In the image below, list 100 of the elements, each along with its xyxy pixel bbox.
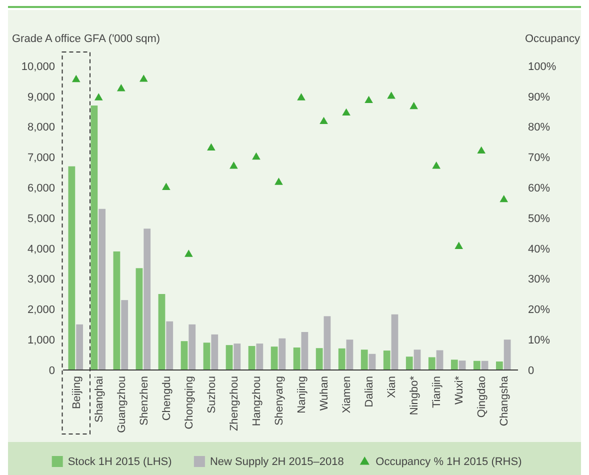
bar bbox=[496, 361, 503, 370]
bar bbox=[180, 341, 188, 370]
bar bbox=[338, 348, 346, 370]
point bbox=[274, 178, 283, 185]
legend-label: Occupancy % 1H 2015 (RHS) bbox=[376, 456, 522, 468]
bar bbox=[301, 332, 308, 370]
point bbox=[162, 182, 170, 190]
bar bbox=[436, 350, 444, 370]
point bbox=[454, 242, 464, 249]
bar bbox=[316, 348, 323, 370]
bar bbox=[391, 314, 398, 370]
x-tick-label: Shanghai bbox=[93, 376, 106, 422]
x-tick-label: Hangzhou bbox=[251, 376, 264, 426]
y2-tick-label: 20% bbox=[528, 304, 550, 316]
point bbox=[410, 102, 418, 110]
bar bbox=[203, 342, 210, 370]
point bbox=[252, 152, 260, 160]
x-tick-label: Nanjing bbox=[296, 376, 308, 414]
y-tick-label: 0 bbox=[48, 364, 55, 377]
bar bbox=[450, 360, 458, 370]
y-axis-title: Grade A office GFA ('000 sqm) bbox=[12, 33, 160, 45]
y-tick-label: 7,000 bbox=[27, 152, 55, 164]
y-tick-label: 3,000 bbox=[27, 274, 55, 286]
bar bbox=[270, 346, 278, 370]
bar bbox=[278, 338, 286, 370]
x-tick-label: Dalian bbox=[364, 376, 376, 408]
bar bbox=[188, 324, 196, 370]
bar bbox=[144, 228, 151, 370]
bar bbox=[113, 251, 120, 370]
x-tick-label: Shenzhen bbox=[138, 376, 151, 426]
x-tick-label: Guangzhou bbox=[116, 376, 128, 433]
x-tick-label: Chongqing bbox=[184, 376, 196, 430]
y2-tick-label: 80% bbox=[528, 122, 550, 134]
x-tick-label: Zhengzhou bbox=[228, 376, 241, 432]
point bbox=[72, 74, 80, 82]
y2-tick-label: 30% bbox=[528, 274, 550, 286]
point bbox=[320, 116, 328, 124]
point bbox=[184, 250, 193, 257]
point bbox=[387, 92, 396, 99]
bar bbox=[211, 334, 218, 370]
x-tick-label: Ningbo* bbox=[408, 375, 421, 416]
legend-label: Stock 1H 2015 (LHS) bbox=[68, 456, 172, 468]
point bbox=[297, 93, 306, 100]
bar bbox=[226, 345, 233, 370]
x-tick-label: Chengdu bbox=[161, 376, 174, 421]
y2-tick-label: 100% bbox=[528, 60, 556, 73]
x-tick-label: Changsha bbox=[498, 375, 511, 426]
bar bbox=[458, 360, 466, 370]
x-tick-label: Beijing bbox=[70, 376, 83, 410]
bar bbox=[234, 344, 241, 370]
x-tick-label: Wuhan bbox=[318, 376, 331, 411]
bar bbox=[414, 350, 421, 370]
bar bbox=[428, 357, 436, 370]
bar bbox=[121, 300, 128, 370]
bar bbox=[406, 356, 413, 370]
y-tick-label: 2,000 bbox=[27, 304, 55, 316]
y2-tick-label: 70% bbox=[528, 152, 550, 164]
y2-tick-label: 60% bbox=[528, 182, 550, 194]
bar bbox=[346, 340, 354, 370]
point bbox=[477, 146, 486, 154]
bar bbox=[256, 344, 264, 370]
bar bbox=[368, 354, 376, 370]
bar bbox=[324, 316, 331, 370]
bar bbox=[68, 166, 76, 370]
y2-tick-label: 0 bbox=[528, 364, 534, 377]
bar bbox=[166, 321, 174, 370]
bar bbox=[98, 208, 106, 370]
point bbox=[207, 143, 216, 150]
point bbox=[140, 74, 148, 82]
y2-tick-label: 40% bbox=[528, 243, 550, 256]
y-tick-label: 5,000 bbox=[27, 212, 55, 225]
x-tick-label: Tianjin bbox=[431, 376, 444, 408]
point bbox=[432, 162, 440, 169]
y-tick-label: 6,000 bbox=[27, 182, 55, 194]
point bbox=[342, 108, 350, 116]
y-tick-label: 4,000 bbox=[27, 243, 55, 256]
bar bbox=[293, 348, 300, 370]
y2-tick-label: 50% bbox=[528, 212, 550, 225]
bar bbox=[158, 294, 166, 370]
bar bbox=[76, 324, 84, 370]
y-tick-label: 9,000 bbox=[27, 91, 55, 104]
x-tick-label: Xiamen bbox=[341, 376, 354, 414]
x-tick-label: Xian bbox=[386, 376, 398, 398]
y-tick-label: 8,000 bbox=[27, 122, 55, 134]
point bbox=[230, 162, 238, 169]
y2-tick-label: 10% bbox=[528, 334, 550, 346]
bar bbox=[248, 346, 256, 370]
y2-axis-title: Occupancy bbox=[524, 33, 580, 45]
x-tick-label: Wuxi* bbox=[454, 375, 466, 405]
point bbox=[94, 93, 103, 100]
bar bbox=[360, 350, 368, 370]
point bbox=[116, 84, 126, 92]
point bbox=[364, 96, 373, 104]
y2-tick-label: 90% bbox=[528, 91, 550, 104]
bar bbox=[383, 350, 390, 370]
x-tick-label: Shenyang bbox=[274, 376, 286, 426]
point bbox=[500, 194, 508, 202]
x-tick-label: Qingdao bbox=[476, 376, 488, 418]
legend-label: New Supply 2H 2015–2018 bbox=[210, 456, 344, 468]
bar bbox=[504, 340, 511, 370]
